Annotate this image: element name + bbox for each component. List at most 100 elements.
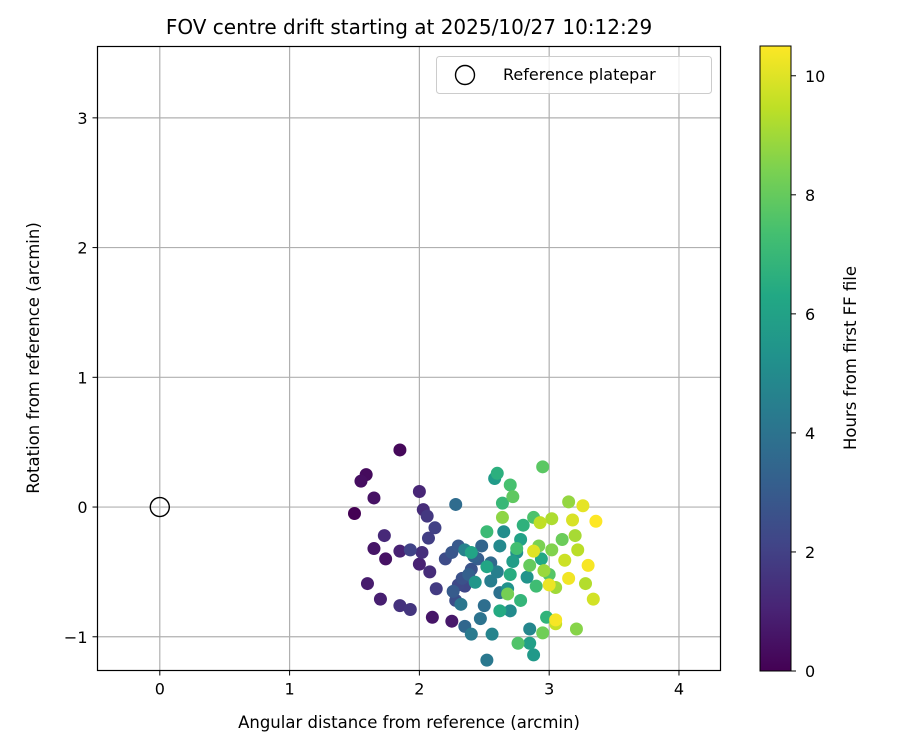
data-point	[347, 507, 361, 521]
colorbar-tick-label: 8	[805, 186, 815, 205]
data-point	[393, 544, 407, 558]
y-tick-label: 0	[77, 498, 87, 517]
data-point	[503, 478, 517, 492]
x-tick-label: 3	[544, 680, 554, 699]
y-tick-label: 1	[77, 368, 87, 387]
data-point	[503, 604, 517, 618]
colorbar-tick-label: 0	[805, 662, 815, 681]
data-point	[514, 593, 528, 607]
data-point	[523, 636, 537, 650]
data-point	[425, 610, 439, 624]
data-point	[589, 514, 603, 528]
data-point	[510, 542, 524, 556]
data-point	[484, 574, 498, 588]
data-point	[537, 564, 551, 578]
colorbar-tick-label: 10	[805, 67, 825, 86]
data-point	[497, 525, 511, 539]
data-point	[454, 597, 468, 611]
data-point	[393, 599, 407, 613]
data-point	[415, 545, 429, 559]
data-point	[480, 525, 494, 539]
data-point	[579, 577, 593, 591]
data-point	[429, 582, 443, 596]
data-point	[473, 612, 487, 626]
legend: Reference platepar	[436, 56, 712, 94]
data-point	[523, 558, 537, 572]
data-point	[468, 575, 482, 589]
chart-title: FOV centre drift starting at 2025/10/27 …	[166, 15, 652, 39]
data-point	[393, 443, 407, 457]
data-point	[568, 529, 582, 543]
y-axis-label: Rotation from reference (arcmin)	[24, 222, 43, 494]
data-point	[503, 568, 517, 581]
reference-layer	[149, 496, 171, 518]
data-point	[403, 603, 417, 617]
data-point	[464, 627, 478, 641]
data-point	[446, 584, 460, 598]
y-ticks: −1 0 1 2 3	[64, 109, 98, 647]
colorbar-tick-label: 2	[805, 543, 815, 562]
legend-label: Reference platepar	[503, 65, 656, 84]
x-tick-label: 0	[155, 680, 165, 699]
x-tick-label: 4	[674, 680, 684, 699]
y-tick-label: 2	[77, 239, 87, 258]
data-point	[571, 543, 585, 557]
data-point	[501, 587, 515, 601]
data-point	[354, 474, 368, 488]
x-ticks: 0 1 2 3 4	[155, 670, 684, 699]
data-point	[485, 627, 499, 641]
data-points	[347, 443, 603, 667]
data-point	[367, 491, 381, 505]
data-point	[495, 496, 509, 510]
x-tick-label: 1	[284, 680, 294, 699]
data-point	[549, 613, 563, 627]
data-point	[555, 532, 569, 546]
data-point	[562, 571, 576, 585]
data-point	[545, 543, 559, 557]
data-point	[533, 516, 547, 530]
data-point	[490, 565, 504, 579]
x-axis-label: Angular distance from reference (arcmin)	[238, 713, 580, 732]
reference-marker	[149, 496, 171, 518]
data-point	[412, 484, 426, 498]
data-point	[493, 604, 507, 618]
colorbar	[759, 45, 792, 672]
data-point	[506, 490, 520, 504]
data-point	[586, 592, 600, 606]
legend-reference-marker	[454, 64, 476, 86]
data-point	[566, 513, 580, 527]
data-point	[576, 499, 590, 513]
data-point	[511, 636, 525, 650]
colorbar-tick-label: 4	[805, 424, 815, 443]
data-point	[420, 509, 434, 523]
y-tick-label: −1	[64, 628, 88, 647]
data-point	[412, 557, 426, 571]
data-point	[403, 543, 417, 557]
data-point	[545, 512, 559, 526]
data-point	[581, 558, 595, 572]
data-point	[493, 539, 507, 553]
grid	[97, 46, 721, 671]
data-point	[480, 560, 494, 574]
data-point	[421, 531, 435, 545]
data-point	[558, 553, 572, 567]
colorbar-label: Hours from first FF file	[841, 266, 860, 450]
data-point	[536, 626, 550, 640]
data-point	[445, 614, 459, 628]
colorbar-tick-label: 6	[805, 305, 815, 324]
data-point	[523, 622, 537, 636]
data-point	[379, 552, 393, 566]
data-point	[367, 542, 381, 556]
data-point	[569, 622, 583, 636]
x-tick-label: 2	[414, 680, 424, 699]
legend-box	[436, 56, 712, 94]
data-point	[506, 555, 520, 569]
data-point	[449, 497, 463, 511]
data-point	[464, 545, 478, 559]
plot-frame	[96, 45, 722, 672]
data-point	[477, 599, 491, 613]
data-point	[516, 518, 530, 532]
data-point	[377, 529, 391, 543]
data-point	[527, 648, 541, 662]
